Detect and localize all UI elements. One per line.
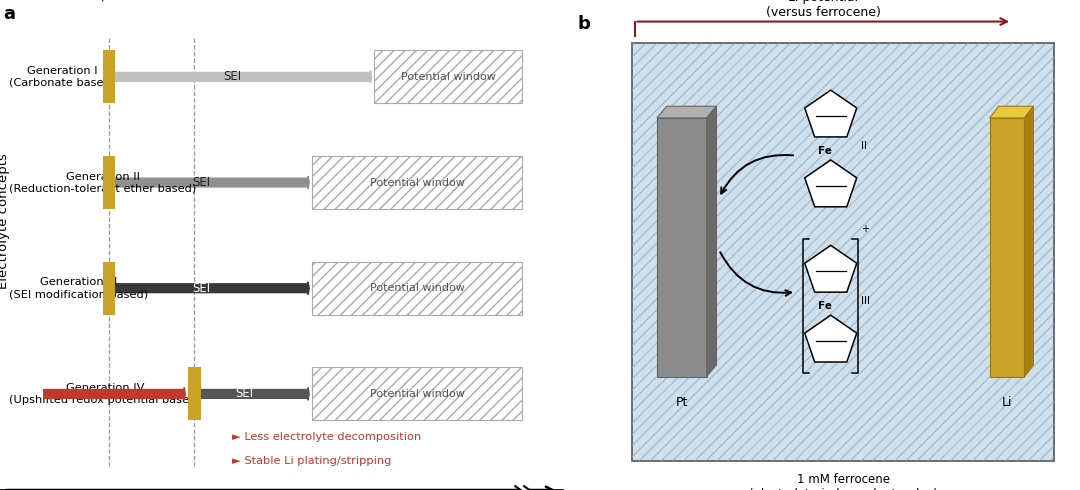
Text: Generation I
(Carbonate based): Generation I (Carbonate based) bbox=[9, 66, 116, 88]
Polygon shape bbox=[706, 106, 716, 377]
Polygon shape bbox=[805, 245, 856, 292]
Text: a: a bbox=[3, 5, 15, 23]
Polygon shape bbox=[805, 315, 856, 362]
Bar bbox=[657, 118, 706, 377]
Text: ► Less electrolyte decomposition: ► Less electrolyte decomposition bbox=[232, 432, 421, 442]
Polygon shape bbox=[657, 106, 716, 118]
Text: II: II bbox=[861, 141, 867, 151]
Text: SEI: SEI bbox=[235, 388, 254, 400]
Text: SEI: SEI bbox=[192, 176, 211, 189]
Bar bbox=[103, 262, 114, 315]
Bar bbox=[632, 43, 1054, 462]
Text: Potential window: Potential window bbox=[401, 72, 496, 82]
Bar bbox=[312, 156, 523, 209]
Polygon shape bbox=[805, 90, 856, 137]
Polygon shape bbox=[989, 106, 1034, 118]
Text: Generation II
(Reduction-tolerant ether based): Generation II (Reduction-tolerant ether … bbox=[9, 172, 197, 194]
Text: Generation IV
(Upshifted redox potential based): Generation IV (Upshifted redox potential… bbox=[9, 383, 201, 405]
Bar bbox=[312, 262, 523, 315]
Text: Potential window: Potential window bbox=[369, 177, 464, 188]
Text: Li/Li$^+$: Li/Li$^+$ bbox=[91, 0, 126, 5]
Text: Li: Li bbox=[1002, 395, 1012, 409]
Text: Pt: Pt bbox=[675, 395, 688, 409]
Bar bbox=[375, 50, 523, 103]
Bar bbox=[632, 43, 1054, 462]
Text: Fe: Fe bbox=[819, 146, 833, 156]
Polygon shape bbox=[1025, 106, 1034, 377]
Text: SEI: SEI bbox=[224, 71, 242, 83]
Text: Generation III
(SEI modification based): Generation III (SEI modification based) bbox=[9, 277, 148, 299]
Text: +: + bbox=[861, 224, 868, 234]
Text: b: b bbox=[578, 15, 591, 32]
Bar bbox=[989, 118, 1025, 377]
Text: Li potential
(versus ferrocene): Li potential (versus ferrocene) bbox=[766, 0, 880, 19]
Bar bbox=[312, 368, 523, 420]
Text: III: III bbox=[861, 296, 869, 306]
Bar bbox=[188, 368, 201, 420]
Bar bbox=[103, 50, 114, 103]
Text: 1 mM ferrocene
(electrolyte-independent redox): 1 mM ferrocene (electrolyte-independent … bbox=[748, 473, 937, 490]
Text: Fe: Fe bbox=[819, 301, 833, 311]
Bar bbox=[103, 156, 114, 209]
Text: Potential window: Potential window bbox=[369, 389, 464, 399]
Text: Electrolyte concepts: Electrolyte concepts bbox=[0, 153, 10, 289]
Text: Potential window: Potential window bbox=[369, 283, 464, 293]
Text: SEI: SEI bbox=[192, 282, 211, 295]
Polygon shape bbox=[805, 160, 856, 207]
Text: ► Stable Li plating/stripping: ► Stable Li plating/stripping bbox=[232, 456, 391, 466]
